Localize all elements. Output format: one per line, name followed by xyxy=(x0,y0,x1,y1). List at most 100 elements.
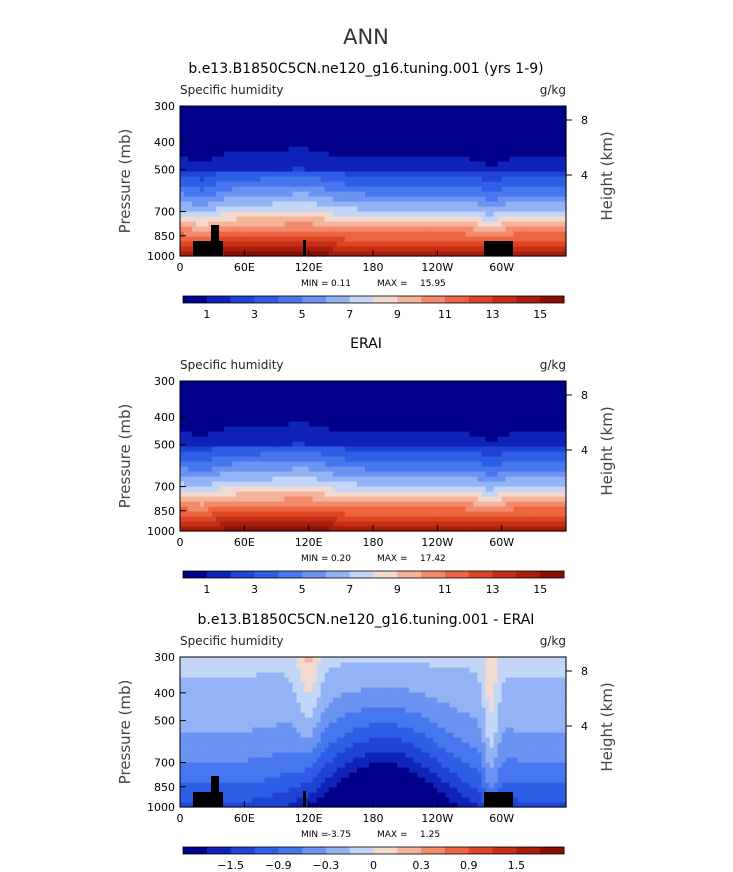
field-cell xyxy=(184,381,189,387)
field-cell xyxy=(409,496,414,502)
field-cell xyxy=(513,111,519,117)
field-cell xyxy=(348,231,354,237)
field-cell xyxy=(296,406,302,412)
field-cell xyxy=(557,206,563,212)
field-cell xyxy=(208,391,213,397)
field-cell xyxy=(525,146,531,152)
field-cell xyxy=(260,146,266,152)
field-cell xyxy=(421,486,426,492)
field-cell xyxy=(429,391,434,397)
field-cell xyxy=(300,126,306,132)
field-cell xyxy=(509,116,515,122)
field-cell xyxy=(348,461,354,467)
field-cell xyxy=(545,111,551,117)
field-cell xyxy=(212,521,217,527)
field-cell xyxy=(212,441,217,447)
field-cell xyxy=(264,506,270,512)
field-cell xyxy=(204,206,209,212)
field-cell xyxy=(204,201,209,207)
field-cell xyxy=(284,516,290,522)
field-cell xyxy=(316,131,322,137)
field-cell xyxy=(429,446,434,452)
field-cell xyxy=(473,146,479,152)
field-cell xyxy=(288,111,294,117)
field-cell xyxy=(324,131,330,137)
field-cell xyxy=(445,116,450,122)
field-cell xyxy=(300,236,306,242)
field-cell xyxy=(413,386,418,392)
field-cell xyxy=(553,126,559,132)
field-cell xyxy=(216,491,221,497)
field-cell xyxy=(553,146,559,152)
field-cell xyxy=(180,111,185,117)
field-cell xyxy=(224,161,229,167)
field-cell xyxy=(300,491,306,497)
field-cell xyxy=(280,211,286,217)
field-cell xyxy=(296,246,302,252)
field-cell xyxy=(216,166,221,172)
field-cell xyxy=(180,196,185,202)
field-cell xyxy=(300,436,306,442)
field-cell xyxy=(449,226,455,232)
field-cell xyxy=(260,111,266,117)
field-cell xyxy=(385,186,390,192)
field-cell xyxy=(212,171,217,177)
field-cell xyxy=(208,441,213,447)
field-cell xyxy=(368,126,374,132)
field-cell xyxy=(356,171,362,177)
field-cell xyxy=(441,466,446,472)
field-cell xyxy=(300,206,306,212)
field-cell xyxy=(429,146,434,152)
field-cell xyxy=(284,116,290,122)
field-cell xyxy=(441,126,446,132)
field-cell xyxy=(437,196,442,202)
field-cell xyxy=(364,216,370,222)
field-cell xyxy=(276,211,282,217)
field-cell xyxy=(288,201,294,207)
field-cell xyxy=(324,211,330,217)
field-cell xyxy=(196,401,201,407)
field-cell xyxy=(517,186,523,192)
field-cell xyxy=(200,121,205,127)
field-cell xyxy=(204,216,209,222)
field-cell xyxy=(200,151,205,157)
field-cell xyxy=(553,111,559,117)
field-cell xyxy=(497,181,503,187)
field-cell xyxy=(405,181,410,187)
field-cell xyxy=(232,391,237,397)
field-cell xyxy=(441,131,446,137)
field-cell xyxy=(368,201,374,207)
field-cell xyxy=(208,201,213,207)
field-cell xyxy=(385,151,390,157)
field-cell xyxy=(240,441,245,447)
field-cell xyxy=(308,121,314,127)
field-cell xyxy=(208,186,213,192)
field-cell xyxy=(300,136,306,142)
field-cell xyxy=(549,146,555,152)
field-cell xyxy=(352,246,358,252)
field-cell xyxy=(220,216,225,222)
field-cell xyxy=(276,246,282,252)
field-cell xyxy=(196,211,201,217)
field-cell xyxy=(489,126,495,132)
field-cell xyxy=(252,186,257,192)
field-cell xyxy=(196,391,201,397)
field-cell xyxy=(413,486,418,492)
field-cell xyxy=(465,176,471,182)
field-cell xyxy=(292,136,298,142)
field-cell xyxy=(553,231,559,237)
field-cell xyxy=(228,181,233,187)
field-cell xyxy=(505,111,511,117)
field-cell xyxy=(368,446,374,452)
field-cell xyxy=(332,121,338,127)
field-cell xyxy=(192,436,197,442)
field-cell xyxy=(260,246,266,252)
field-cell xyxy=(445,501,450,507)
field-cell xyxy=(393,461,398,467)
field-cell xyxy=(188,431,193,437)
field-cell xyxy=(252,471,257,477)
field-cell xyxy=(332,141,338,147)
field-cell xyxy=(228,526,233,532)
field-cell xyxy=(364,386,370,392)
field-cell xyxy=(529,141,535,147)
